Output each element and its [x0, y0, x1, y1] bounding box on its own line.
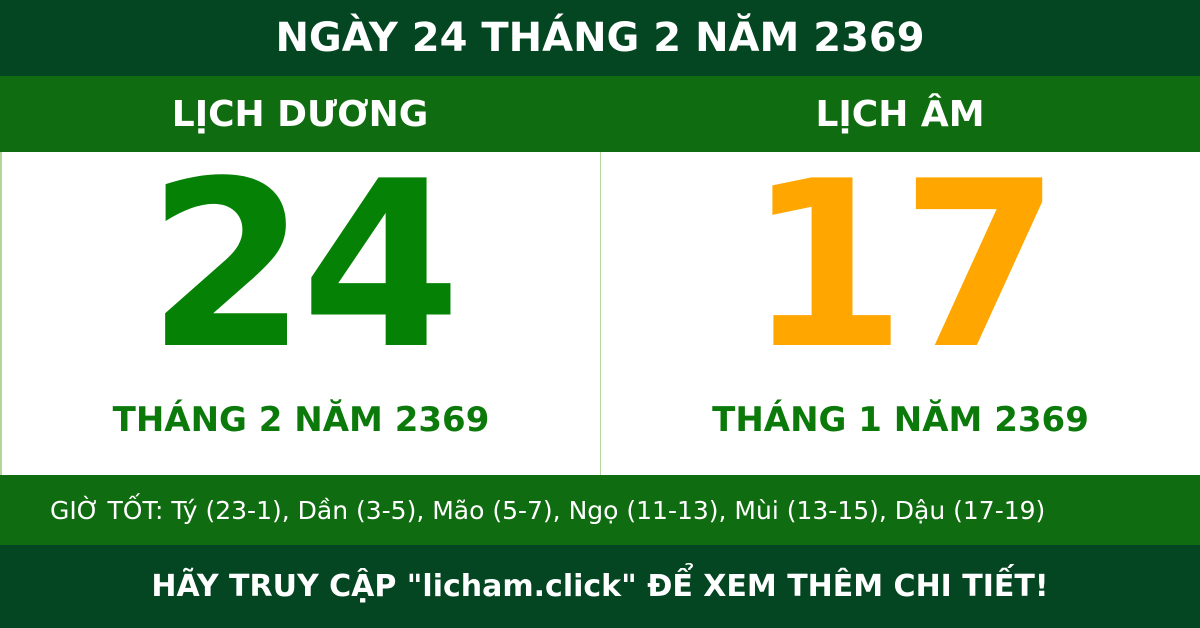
- solar-label: LỊCH DƯƠNG: [171, 93, 429, 135]
- solar-month-year: THÁNG 2 NĂM 2369: [112, 400, 490, 440]
- lunar-day: 17: [746, 133, 1060, 400]
- page-title: NGÀY 24 THÁNG 2 NĂM 2369: [0, 0, 1200, 76]
- good-hours: GIỜ TỐT: Tý (23-1), Dần (3-5), Mão (5-7)…: [0, 475, 1200, 545]
- solar-column: 24 THÁNG 2 NĂM 2369: [0, 152, 600, 475]
- lunar-label: LỊCH ÂM: [815, 93, 985, 135]
- lunar-month-year: THÁNG 1 NĂM 2369: [712, 400, 1089, 440]
- solar-day: 24: [146, 133, 461, 400]
- calendar-body: 24 THÁNG 2 NĂM 2369 17 THÁNG 1 NĂM 2369: [0, 152, 1200, 475]
- lunar-column: 17 THÁNG 1 NĂM 2369: [600, 152, 1200, 475]
- calendar-header: LỊCH DƯƠNG LỊCH ÂM: [0, 76, 1200, 152]
- footer-cta: HÃY TRUY CẬP "licham.click" ĐỂ XEM THÊM …: [0, 545, 1200, 628]
